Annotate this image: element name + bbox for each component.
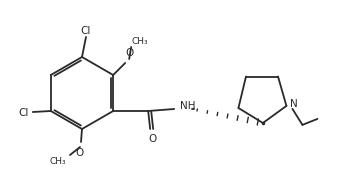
- Text: CH₃: CH₃: [131, 37, 148, 46]
- Text: O: O: [148, 134, 156, 144]
- Text: Cl: Cl: [18, 108, 29, 118]
- Text: N: N: [290, 99, 298, 109]
- Text: Cl: Cl: [81, 26, 91, 36]
- Text: O: O: [125, 48, 133, 58]
- Text: CH₃: CH₃: [49, 157, 66, 166]
- Text: O: O: [76, 148, 84, 158]
- Text: NH: NH: [180, 101, 196, 111]
